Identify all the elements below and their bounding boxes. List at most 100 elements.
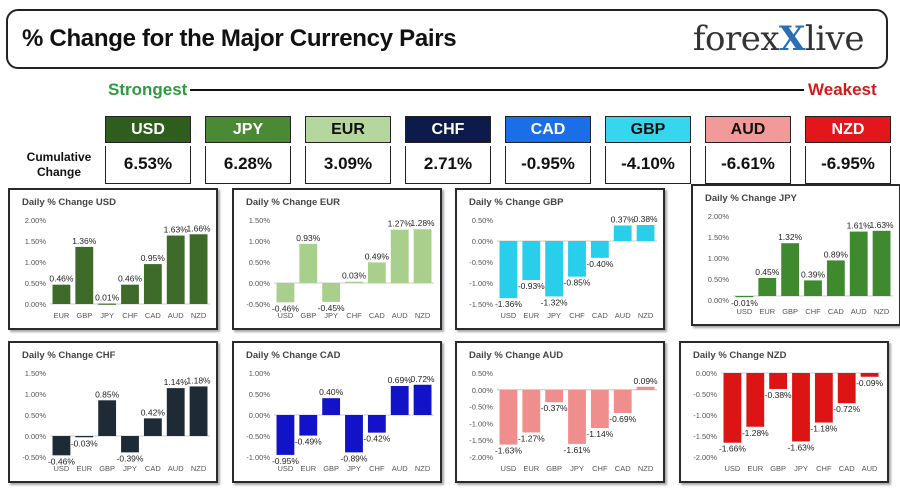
bar-nzd — [636, 386, 655, 390]
y-tick-label: 1.00% — [25, 390, 47, 399]
bar-gbp — [322, 398, 341, 415]
weakest-label: Weakest — [808, 80, 877, 99]
logo-text-left: forex — [692, 19, 780, 59]
x-tick-label: AUD — [392, 464, 408, 473]
chart-panel-aud: Daily % Change AUD -2.00% -1.50% -1.00% -0.5… — [455, 341, 665, 483]
bar-chart: Daily % Change AUD -2.00% -1.50% -1.00% -0.5… — [469, 350, 659, 473]
strongest-label: Strongest — [108, 80, 188, 99]
x-tick-label: JPY — [570, 464, 584, 473]
y-tick-label: -0.50% — [246, 300, 270, 309]
currency-box-eur: EUR 3.09% — [305, 116, 391, 184]
y-tick-label: 0.50% — [249, 258, 271, 267]
bar-chart: Daily % Change USD 0.00% 0.50% 1.00% 1.50% 2.… — [22, 197, 211, 320]
bar-cad — [590, 241, 609, 258]
x-tick-label: GBP — [99, 464, 115, 473]
bar-jpy — [345, 415, 363, 453]
bar-aud — [860, 373, 879, 377]
data-label: -1.36% — [495, 299, 522, 309]
x-tick-label: CAD — [145, 464, 161, 473]
logo-text-right: live — [804, 19, 865, 59]
y-tick-label: 0.00% — [472, 386, 494, 395]
x-tick-label: CHF — [569, 311, 585, 320]
x-tick-label: USD — [501, 464, 517, 473]
data-label: 1.61% — [847, 221, 872, 231]
x-tick-label: CAD — [615, 464, 631, 473]
chart-panel-eur: Daily % Change EUR -0.50% 0.00% 0.50% 1.00% 1… — [232, 188, 442, 330]
data-label: 0.09% — [634, 376, 659, 386]
x-tick-label: CAD — [839, 464, 855, 473]
bar-aud — [166, 388, 185, 436]
currency-code: NZD — [805, 116, 891, 143]
data-label: 0.03% — [342, 271, 367, 281]
bar-cad — [367, 262, 386, 283]
x-tick-label: NZD — [415, 311, 431, 320]
currency-box-usd: USD 6.53% — [105, 116, 191, 184]
bar-gbp — [299, 243, 318, 283]
data-label: 0.46% — [118, 274, 143, 284]
bar-chart: Daily % Change CHF -0.50% 0.00% 0.50% 1.00% 1… — [22, 350, 211, 473]
data-label: 0.45% — [755, 267, 780, 277]
strength-divider — [190, 89, 804, 91]
x-tick-label: CAD — [145, 311, 161, 320]
y-tick-label: 0.50% — [708, 275, 730, 284]
data-label: 0.42% — [141, 407, 166, 417]
x-tick-label: NZD — [415, 464, 431, 473]
bar-gbp — [98, 400, 117, 436]
x-tick-label: AUD — [168, 311, 184, 320]
bar-chart: Daily % Change JPY 0.00% 0.50% 1.00% 1.50% 2.… — [705, 193, 894, 316]
bar-chf — [804, 280, 822, 296]
currency-code: JPY — [205, 116, 291, 143]
data-label: -1.27% — [518, 433, 545, 443]
x-tick-label: NZD — [191, 311, 207, 320]
x-tick-label: GBP — [323, 464, 339, 473]
y-tick-label: 0.00% — [25, 432, 47, 441]
data-label: 1.63% — [164, 225, 189, 235]
x-tick-label: NZD — [191, 464, 207, 473]
cumulative-change-label: Cumulative Change — [26, 150, 92, 179]
bar-aud — [390, 386, 409, 415]
bar-nzd — [189, 386, 208, 436]
y-tick-label: 1.00% — [708, 254, 730, 263]
data-label: 1.36% — [72, 236, 97, 246]
data-label: 0.37% — [611, 214, 636, 224]
data-label: 1.32% — [778, 232, 803, 242]
y-tick-label: -1.50% — [693, 432, 717, 441]
x-tick-label: USD — [737, 307, 753, 316]
x-tick-label: CAD — [369, 311, 385, 320]
y-tick-label: 1.00% — [25, 258, 47, 267]
x-tick-label: NZD — [874, 307, 890, 316]
bar-nzd — [413, 384, 432, 415]
bar-usd — [52, 436, 71, 456]
currency-code: USD — [105, 116, 191, 143]
x-tick-label: JPY — [324, 311, 338, 320]
chart-panel-chf: Daily % Change CHF -0.50% 0.00% 0.50% 1.00% 1… — [8, 341, 218, 483]
x-tick-label: GBP — [76, 311, 92, 320]
bar-nzd — [872, 230, 891, 296]
chart-title: Daily % Change CHF — [22, 350, 116, 361]
bar-usd — [276, 415, 295, 455]
x-tick-label: CHF — [592, 464, 608, 473]
bar-jpy — [792, 373, 810, 442]
title-bar: % Change for the Major Currency Pairs fo… — [6, 9, 888, 69]
bar-gbp — [769, 373, 788, 389]
x-tick-label: AUD — [615, 311, 631, 320]
x-tick-label: EUR — [300, 464, 316, 473]
forexlive-logo[interactable]: forexXlive — [692, 19, 865, 59]
x-tick-label: AUD — [168, 464, 184, 473]
x-tick-label: AUD — [862, 464, 878, 473]
y-tick-label: -1.50% — [469, 436, 493, 445]
data-label: -1.28% — [742, 428, 769, 438]
bar-chart: Daily % Change EUR -0.50% 0.00% 0.50% 1.00% 1… — [246, 197, 435, 320]
logo-mark: X — [779, 19, 805, 59]
bar-aud — [166, 235, 185, 304]
bar-usd — [723, 373, 742, 443]
bar-eur — [522, 389, 541, 433]
bar-gbp — [75, 246, 94, 304]
currency-box-jpy: JPY 6.28% — [205, 116, 291, 184]
data-label: -0.85% — [564, 278, 591, 288]
cumulative-value: -6.61% — [705, 146, 791, 184]
x-tick-label: CHF — [369, 464, 385, 473]
bar-gbp — [781, 243, 800, 296]
bar-usd — [499, 241, 518, 299]
x-tick-label: USD — [725, 464, 741, 473]
